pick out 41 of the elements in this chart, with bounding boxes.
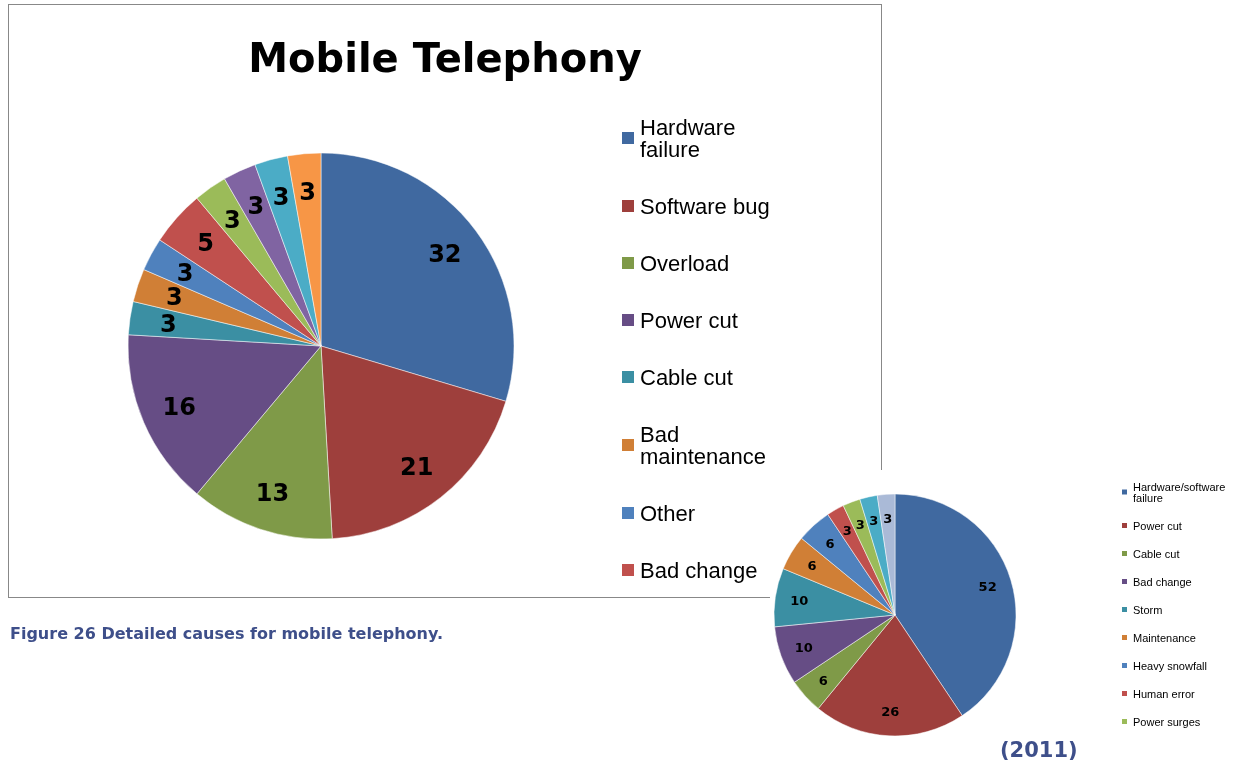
legend-label: Hardware/software failure	[1133, 480, 1229, 504]
legend-label: Maintenance	[1133, 631, 1196, 644]
data-label: 3	[247, 192, 265, 221]
legend-label: Cable cut	[1133, 547, 1180, 560]
data-label: 6	[807, 557, 817, 573]
caption: Figure 26 Detailed causes for mobile telephony.	[10, 624, 443, 643]
data-label: 32	[428, 239, 462, 268]
legend-label: Human error	[1133, 687, 1196, 700]
legend-label: Software bug	[640, 193, 770, 219]
chart-title: Mobile Telephony	[248, 35, 642, 81]
legend-label: Storm	[1133, 603, 1163, 616]
legend-label: Heavy snowfall	[1133, 659, 1207, 672]
data-label: 3	[869, 513, 879, 529]
data-label: 26	[881, 704, 900, 720]
data-label: 3	[272, 182, 290, 211]
data-label: 3	[299, 178, 316, 207]
data-label: 52	[978, 579, 997, 595]
legend-label: Bad maintenance	[640, 421, 766, 469]
data-label: 6	[825, 535, 835, 551]
data-label: 6	[818, 672, 828, 688]
data-label: 3	[159, 309, 177, 338]
data-label: 5	[197, 229, 215, 258]
legend-label: Power surges	[1133, 715, 1201, 728]
legend-label: Bad change	[640, 557, 758, 583]
data-label: 16	[162, 393, 196, 422]
legend-label: Other	[640, 500, 696, 526]
data-label: 13	[255, 478, 290, 507]
legend-label: Overload	[640, 250, 730, 276]
data-label: 3	[842, 523, 852, 539]
legend-label: Hardware failure	[640, 114, 742, 162]
legend-label: Cable cut	[640, 364, 733, 390]
data-label: 3	[855, 517, 865, 533]
data-label: 10	[794, 640, 813, 656]
data-label: 10	[790, 593, 809, 609]
data-label: 21	[400, 453, 434, 482]
legend-label: Bad change	[1133, 575, 1192, 588]
text: (2011)	[1000, 738, 1078, 762]
legend-label: Power cut	[640, 307, 738, 333]
data-label: 3	[883, 510, 893, 526]
legend-label: Power cut	[1133, 519, 1182, 532]
data-label: 3	[224, 205, 241, 234]
